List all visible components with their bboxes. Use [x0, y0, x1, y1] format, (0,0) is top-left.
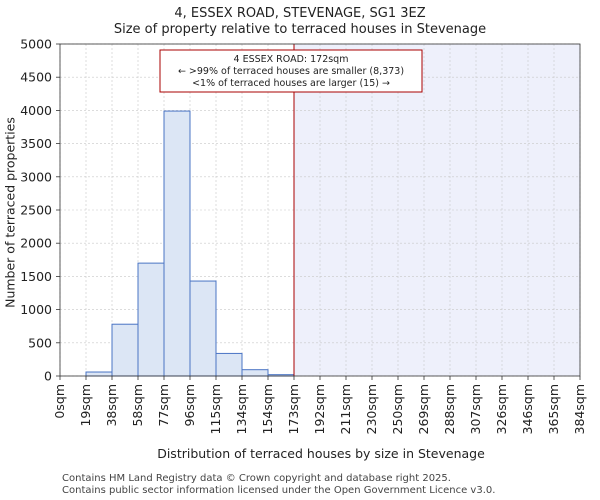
x-tick-label: 58sqm [130, 384, 145, 427]
bar [189, 280, 217, 377]
bar [163, 110, 191, 377]
x-tick-label: 154sqm [260, 384, 275, 434]
bar [137, 262, 165, 377]
y-tick-label: 3000 [20, 169, 52, 184]
footer-line-1: Contains HM Land Registry data © Crown c… [62, 473, 451, 484]
x-tick-label: 0sqm [52, 384, 67, 419]
annotation-line: <1% of terraced houses are larger (15) → [192, 78, 390, 89]
x-tick-label: 211sqm [338, 384, 353, 434]
x-tick-label: 384sqm [572, 384, 587, 434]
x-tick-label: 134sqm [234, 384, 249, 434]
y-tick-label: 0 [44, 369, 52, 384]
y-tick-label: 1000 [20, 302, 52, 317]
footer-line-2: Contains public sector information licen… [62, 485, 496, 496]
x-tick-label: 288sqm [442, 384, 457, 434]
y-tick-label: 3500 [20, 136, 52, 151]
bar [85, 371, 113, 377]
y-tick-label: 4000 [20, 103, 52, 118]
x-tick-label: 365sqm [546, 384, 561, 434]
x-tick-label: 19sqm [78, 384, 93, 427]
bar [111, 323, 139, 377]
x-tick-label: 77sqm [156, 384, 171, 427]
x-tick-label: 250sqm [390, 384, 405, 434]
y-tick-label: 2000 [20, 236, 52, 251]
x-tick-label: 38sqm [104, 384, 119, 427]
y-tick-label: 4500 [20, 70, 52, 85]
x-tick-label: 173sqm [286, 384, 301, 434]
y-axis-label: Number of terraced properties [2, 117, 18, 308]
y-tick-label: 500 [28, 335, 52, 350]
x-tick-label: 326sqm [494, 384, 509, 434]
chart-title: 4, ESSEX ROAD, STEVENAGE, SG1 3EZ [174, 6, 426, 21]
x-tick-label: 115sqm [208, 384, 223, 434]
annotation-line: ← >99% of terraced houses are smaller (8… [178, 66, 404, 77]
chart-subtitle: Size of property relative to terraced ho… [113, 22, 487, 37]
x-tick-label: 96sqm [182, 384, 197, 427]
x-tick-label: 269sqm [416, 384, 431, 434]
y-tick-label: 1500 [20, 269, 52, 284]
y-tick-label: 2500 [20, 203, 52, 218]
x-tick-label: 230sqm [364, 384, 379, 434]
bar [215, 352, 243, 377]
y-tick-label: 5000 [20, 37, 52, 52]
annotation-box [159, 49, 423, 93]
x-tick-label: 346sqm [520, 384, 535, 434]
x-tick-label: 307sqm [468, 384, 483, 434]
annotation-line: 4 ESSEX ROAD: 172sqm [234, 54, 349, 65]
x-axis-label: Distribution of terraced houses by size … [157, 446, 485, 461]
bar [241, 369, 269, 377]
x-tick-label: 192sqm [312, 384, 327, 434]
